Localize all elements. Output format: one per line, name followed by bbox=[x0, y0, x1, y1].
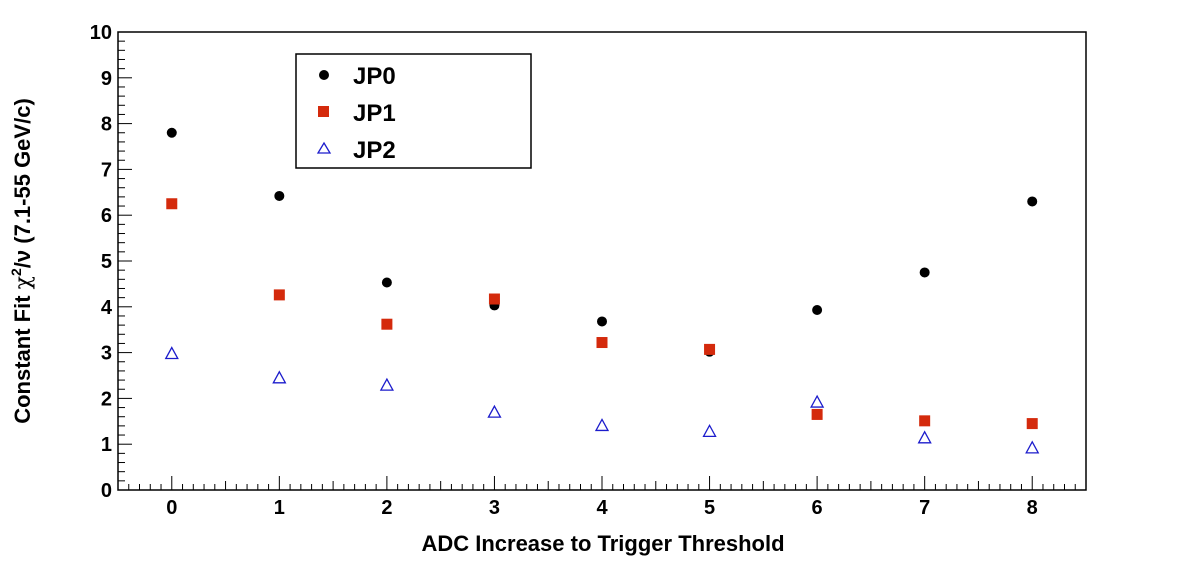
data-point-jp2 bbox=[487, 404, 502, 418]
data-point-jp2 bbox=[379, 377, 394, 391]
data-point-jp1 bbox=[273, 289, 285, 301]
data-point-jp1 bbox=[919, 415, 931, 427]
y-tick-label: 9 bbox=[101, 68, 112, 90]
legend-label-jp0: JP0 bbox=[353, 63, 396, 90]
data-point-jp2 bbox=[702, 424, 717, 438]
legend-label-jp2: JP2 bbox=[353, 137, 396, 164]
data-point-jp2 bbox=[1025, 440, 1040, 454]
x-tick-label: 4 bbox=[596, 497, 608, 519]
data-point-jp0 bbox=[597, 316, 607, 327]
data-point-jp2 bbox=[594, 418, 610, 432]
data-point-jp1 bbox=[811, 408, 823, 420]
y-tick-label: 6 bbox=[101, 205, 112, 227]
data-point-jp2 bbox=[164, 346, 179, 360]
x-tick-label: 3 bbox=[489, 497, 500, 519]
data-point-jp2 bbox=[917, 430, 932, 444]
legend-label-jp1: JP1 bbox=[353, 100, 396, 127]
data-point-jp0 bbox=[381, 277, 392, 288]
data-point-jp0 bbox=[166, 127, 177, 138]
legend-marker-jp1 bbox=[318, 106, 329, 117]
legend: JP0 JP1 JP2 bbox=[295, 53, 532, 169]
data-point-jp2 bbox=[810, 394, 825, 408]
x-tick-label: 7 bbox=[919, 497, 930, 519]
y-tick-label: 7 bbox=[101, 159, 112, 181]
x-tick-label: 1 bbox=[274, 497, 285, 519]
data-point-jp0 bbox=[274, 190, 285, 201]
legend-box bbox=[295, 53, 532, 169]
data-point-jp0 bbox=[1027, 196, 1038, 207]
data-point-jp2 bbox=[272, 370, 287, 384]
x-tick-label: 5 bbox=[704, 497, 715, 519]
legend-marker-jp0 bbox=[319, 70, 329, 80]
x-tick-label: 0 bbox=[166, 497, 177, 519]
tick-marks bbox=[117, 31, 1087, 491]
y-tick-label: 8 bbox=[101, 114, 112, 136]
data-point-jp0 bbox=[812, 305, 823, 316]
x-tick-label: 6 bbox=[812, 497, 823, 519]
y-tick-label: 10 bbox=[90, 22, 112, 44]
y-tick-label: 2 bbox=[101, 388, 112, 410]
y-tick-label: 5 bbox=[101, 251, 112, 273]
y-tick-label: 4 bbox=[101, 297, 113, 319]
plot-frame bbox=[117, 31, 1087, 491]
data-point-jp1 bbox=[704, 343, 716, 355]
data-point-jp1 bbox=[596, 337, 608, 349]
y-tick-label: 1 bbox=[101, 434, 112, 456]
x-tick-label: 2 bbox=[381, 497, 392, 519]
legend-marker-jp2 bbox=[316, 141, 332, 154]
y-tick-label: 0 bbox=[101, 480, 112, 502]
data-point-jp1 bbox=[381, 318, 393, 330]
y-tick-label: 3 bbox=[101, 343, 112, 365]
data-point-jp1 bbox=[1026, 418, 1038, 430]
x-axis-title: ADC Increase to Trigger Threshold bbox=[421, 531, 784, 556]
x-tick-label: 8 bbox=[1027, 497, 1038, 519]
data-point-jp1 bbox=[166, 198, 178, 210]
data-point-jp1 bbox=[488, 293, 500, 305]
tick-labels: 0 1 2 3 4 5 6 7 8 0 1 2 3 4 5 6 7 8 9 10 bbox=[90, 22, 1038, 519]
y-axis-title: Constant Fit χ2/ν (7.1-55 GeV/c) bbox=[8, 98, 36, 424]
data-marks bbox=[164, 127, 1040, 454]
data-point-jp0 bbox=[919, 267, 930, 278]
